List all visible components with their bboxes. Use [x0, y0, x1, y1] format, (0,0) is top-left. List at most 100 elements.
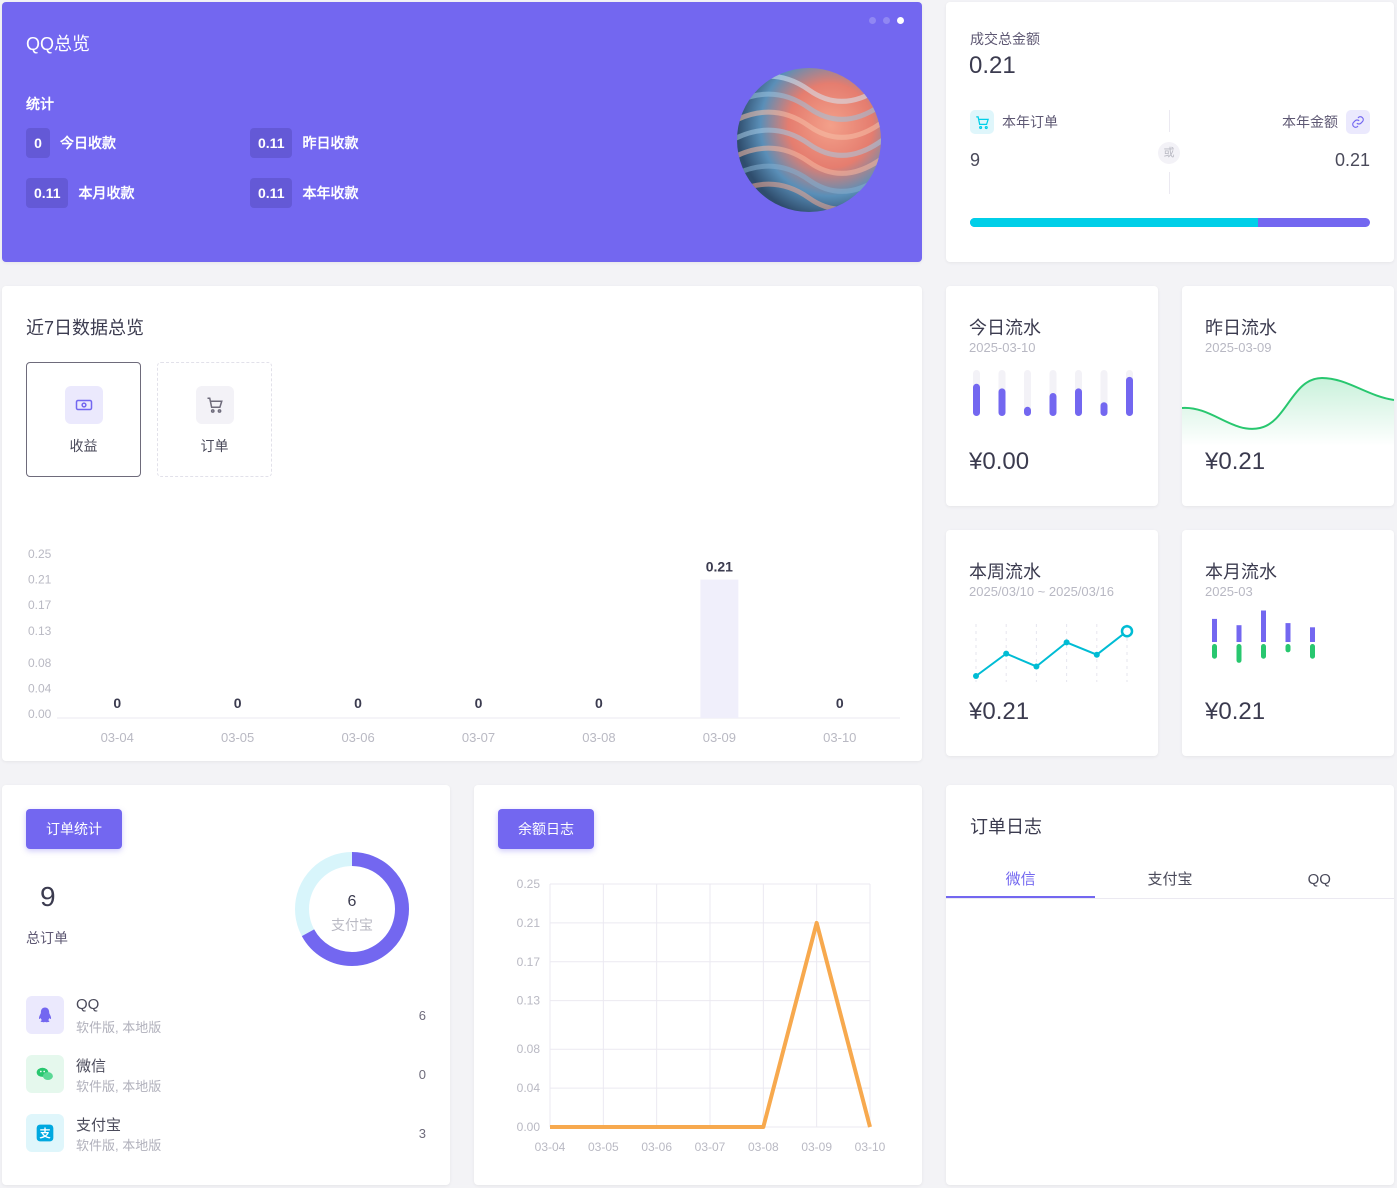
total-label: 成交总金额 [970, 31, 1040, 47]
carousel-dots[interactable] [869, 17, 904, 24]
week-title: 本周流水 [969, 562, 1041, 582]
bar [1075, 388, 1082, 416]
stat-today: 0 今日收款 [26, 128, 116, 158]
x-tick-label: 03-04 [535, 1140, 566, 1154]
seven-day-title: 近7日数据总览 [26, 318, 145, 338]
tab-wechat[interactable]: 微信 [946, 869, 1096, 898]
bar-negative [1261, 644, 1266, 659]
month-flow-card: 本月流水 2025-03 ¥0.21 [1182, 530, 1394, 756]
x-tick-label: 03-05 [221, 730, 254, 745]
bar [1049, 393, 1057, 416]
stat-yesterday: 0.11 昨日收款 [250, 128, 358, 158]
bar [1024, 406, 1031, 416]
total-orders-label: 总订单 [26, 930, 68, 946]
divider [1169, 172, 1170, 194]
payment-desc: 软件版, 本地版 [76, 1020, 162, 1035]
order-log-card: 订单日志 微信 支付宝 QQ [946, 785, 1394, 1185]
orders-donut-chart [295, 852, 409, 966]
total-amount-card: 成交总金额 0.21 本年订单 9 或 本年金额 0.21 [946, 2, 1394, 262]
year-amount-value: 0.21 [1334, 150, 1370, 170]
bar-positive [1212, 618, 1217, 642]
donut-label: 支付宝 [331, 917, 373, 933]
x-tick-label: 03-09 [801, 1140, 832, 1154]
link-icon [1346, 110, 1370, 134]
y-tick-label: 0.00 [28, 707, 52, 721]
today-title: 今日流水 [969, 318, 1041, 338]
x-tick-label: 03-08 [582, 730, 615, 745]
bar-positive [1236, 625, 1242, 642]
bar [1126, 376, 1133, 416]
stat-value: 0.11 [26, 178, 69, 208]
banner-section-label: 统计 [26, 96, 54, 112]
stat-label: 昨日收款 [302, 135, 359, 151]
x-tick-label: 03-06 [341, 730, 374, 745]
year-amount-label: 本年金额 [1282, 114, 1338, 130]
stat-label: 本月收款 [78, 185, 135, 201]
banner-title: QQ总览 [26, 34, 91, 54]
total-orders-value: 9 [40, 881, 56, 912]
data-label: 0 [595, 695, 603, 711]
y-tick-label: 0.04 [28, 681, 52, 695]
data-label: 0 [234, 695, 242, 711]
order-log-tabs: 微信 支付宝 QQ [946, 869, 1394, 899]
overview-banner: QQ总览 统计 0 今日收款 0.11 昨日收款 0.11 本月收款 0.11 … [2, 2, 922, 262]
x-tick-label: 03-10 [855, 1140, 886, 1154]
qq-penguin-icon [26, 996, 64, 1034]
series-line [975, 630, 1128, 677]
yesterday-title: 昨日流水 [1205, 318, 1277, 338]
data-label: 0 [475, 695, 483, 711]
balance-log-button[interactable]: 余额日志 [498, 809, 594, 849]
data-label: 0 [354, 695, 362, 711]
tab-revenue[interactable]: 收益 [26, 362, 141, 477]
svg-text:支: 支 [39, 1126, 51, 1140]
total-amount: 0.21 [969, 52, 1016, 79]
carousel-dot[interactable] [869, 17, 876, 24]
payment-name: 支付宝 [76, 1117, 122, 1134]
tab-orders[interactable]: 订单 [157, 362, 272, 477]
stat-year: 0.11 本年收款 [250, 178, 358, 208]
bar [998, 388, 1006, 416]
x-tick-label: 03-07 [462, 730, 495, 745]
tab-alipay[interactable]: 支付宝 [1147, 871, 1193, 888]
month-mini-bar-chart [1212, 610, 1315, 663]
donut-segment [295, 852, 409, 966]
x-tick-label: 03-09 [703, 730, 736, 745]
y-tick-label: 0.08 [517, 1042, 541, 1056]
y-tick-label: 0.17 [28, 598, 52, 612]
week-flow-card: 本周流水 2025/03/10 ~ 2025/03/16 ¥0.21 [946, 530, 1158, 756]
cart-icon [195, 386, 234, 424]
y-tick-label: 0.21 [28, 573, 52, 587]
today-mini-bar-chart [973, 370, 1133, 416]
year-orders-label: 本年订单 [1002, 114, 1058, 130]
list-item: 支 支付宝 软件版, 本地版 3 [26, 1114, 426, 1154]
month-title: 本月流水 [1205, 562, 1277, 582]
payment-count: 0 [418, 1067, 426, 1082]
x-tick-label: 03-10 [823, 730, 856, 745]
stat-value: 0.11 [250, 178, 293, 208]
tab-orders-label: 订单 [200, 438, 229, 454]
order-stats-button[interactable]: 订单统计 [26, 809, 122, 849]
year-orders-label-row: 本年订单 [970, 110, 1058, 134]
y-tick-label: 0.25 [517, 877, 541, 891]
yesterday-amount: ¥0.21 [1205, 448, 1266, 475]
x-tick-label: 03-08 [748, 1140, 779, 1154]
y-tick-label: 0.04 [517, 1081, 541, 1095]
x-tick-label: 03-05 [588, 1140, 619, 1154]
series-line [550, 920, 872, 1129]
point [1093, 651, 1100, 658]
data-label: 0.21 [706, 559, 733, 575]
x-tick-label: 03-06 [641, 1140, 672, 1154]
tab-qq[interactable]: QQ [1307, 871, 1331, 888]
alipay-icon: 支 [26, 1114, 64, 1152]
carousel-dot[interactable] [883, 17, 890, 24]
cart-icon [970, 110, 994, 134]
yesterday-date: 2025-03-09 [1205, 340, 1272, 355]
yesterday-flow-card: 昨日流水 2025-03-09 ¥0.21 [1182, 286, 1394, 506]
decorative-sphere-image [737, 68, 881, 212]
carousel-dot-active[interactable] [897, 17, 904, 24]
stat-value: 0 [26, 128, 50, 158]
data-label: 0 [113, 695, 121, 711]
donut-value: 6 [347, 893, 357, 910]
y-tick-label: 0.08 [28, 656, 52, 670]
payment-name: QQ [76, 996, 100, 1013]
